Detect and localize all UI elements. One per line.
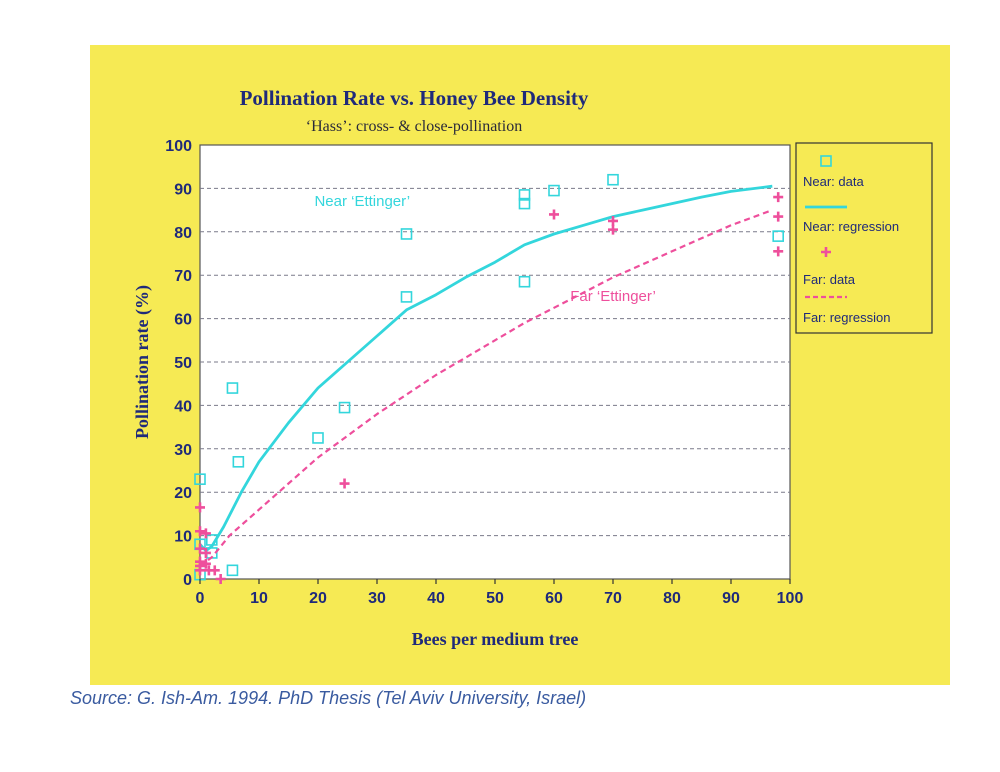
annotations: Near ‘Ettinger’ Far ‘Ettinger’	[314, 193, 655, 305]
x-tick-label: 0	[196, 590, 205, 607]
y-tick-label: 10	[174, 529, 192, 546]
series-annotation: Near ‘Ettinger’	[314, 193, 410, 210]
far-data-point	[549, 209, 559, 220]
chart-subtitle: ‘Hass’: cross- & close-pollination	[306, 118, 522, 135]
y-tick-label: 90	[174, 181, 192, 198]
far-data-point	[200, 528, 211, 539]
legend-entry-label: Near: regression	[803, 219, 899, 234]
near-data-point	[338, 401, 351, 414]
legend-entry-label: Far: regression	[803, 310, 890, 325]
near-data-point	[226, 382, 239, 394]
y-tick-label: 30	[174, 442, 192, 459]
x-tick-label: 40	[427, 590, 445, 607]
legend-entry-label: Far: data	[803, 272, 856, 287]
x-tick-label: 10	[250, 590, 268, 607]
far-data-point	[608, 215, 618, 226]
far-data-point	[339, 478, 350, 489]
y-tick-label: 70	[174, 268, 192, 285]
near-data-point	[518, 189, 531, 201]
x-tick-label: 80	[663, 590, 681, 607]
x-tick-label: 100	[777, 590, 804, 607]
legend-entry-label: Near: data	[803, 174, 864, 189]
near-data-point	[312, 432, 324, 444]
far-data-point	[195, 543, 205, 554]
y-tick-label: 80	[174, 225, 192, 242]
y-tick-label: 40	[174, 398, 192, 415]
near-data-point	[518, 197, 531, 210]
legend-square-swatch	[820, 155, 832, 167]
x-tick-label: 20	[309, 590, 327, 607]
near-data-point	[400, 291, 413, 303]
far-data-point	[773, 211, 784, 222]
series-layer	[194, 173, 785, 584]
x-tick-label: 70	[604, 590, 622, 607]
chart-panel: Pollination Rate vs. Honey Bee Density ‘…	[90, 45, 950, 685]
far-data-point	[773, 192, 784, 203]
legend: Near: data Near: regression Far: data Far: …	[803, 155, 899, 325]
near-data-point	[607, 173, 619, 186]
x-tick-label: 50	[486, 590, 504, 607]
legend-box	[795, 142, 933, 334]
x-tick-label: 60	[545, 590, 563, 607]
far-data-point	[195, 502, 205, 513]
y-axis-title: Pollination rate (%)	[132, 285, 153, 439]
pollination-chart: Pollination Rate vs. Honey Bee Density ‘…	[132, 86, 933, 649]
far-data-point	[215, 574, 226, 584]
near-data-point	[232, 456, 245, 468]
near-regression-line	[198, 184, 773, 553]
far-data-point	[200, 547, 211, 558]
y-tick-label: 50	[174, 355, 192, 372]
x-tick-label: 30	[368, 590, 386, 607]
far-data-point	[195, 565, 205, 576]
chart-title: Pollination Rate vs. Honey Bee Density	[240, 86, 589, 110]
y-tick-label: 60	[174, 312, 192, 329]
grid-lines	[200, 187, 790, 537]
x-tick-label: 90	[722, 590, 740, 607]
x-axis-title: Bees per medium tree	[412, 629, 579, 649]
near-data-point	[518, 275, 531, 288]
y-tick-label: 100	[165, 138, 192, 155]
source-note: Source: G. Ish-Am. 1994. PhD Thesis (Tel…	[70, 688, 587, 708]
far-regression-line	[199, 209, 773, 567]
far-data-point	[608, 224, 618, 235]
near-data-point	[226, 564, 239, 577]
tick-labels: 0 10 20 30 40 50 60 70 80 90 100 0 10 20 30 40 50 60 70 80 9…	[165, 138, 803, 607]
legend-plus-swatch	[821, 247, 831, 257]
series-annotation: Far ‘Ettinger’	[570, 288, 656, 305]
near-data-point	[548, 184, 560, 197]
far-data-point	[195, 526, 205, 537]
far-data-point	[209, 565, 220, 576]
far-data-point	[773, 246, 784, 257]
y-tick-label: 0	[183, 572, 192, 589]
y-tick-label: 20	[174, 485, 192, 502]
near-data-point	[400, 228, 413, 240]
near-data-point	[772, 230, 785, 242]
near-data-point	[194, 473, 206, 485]
